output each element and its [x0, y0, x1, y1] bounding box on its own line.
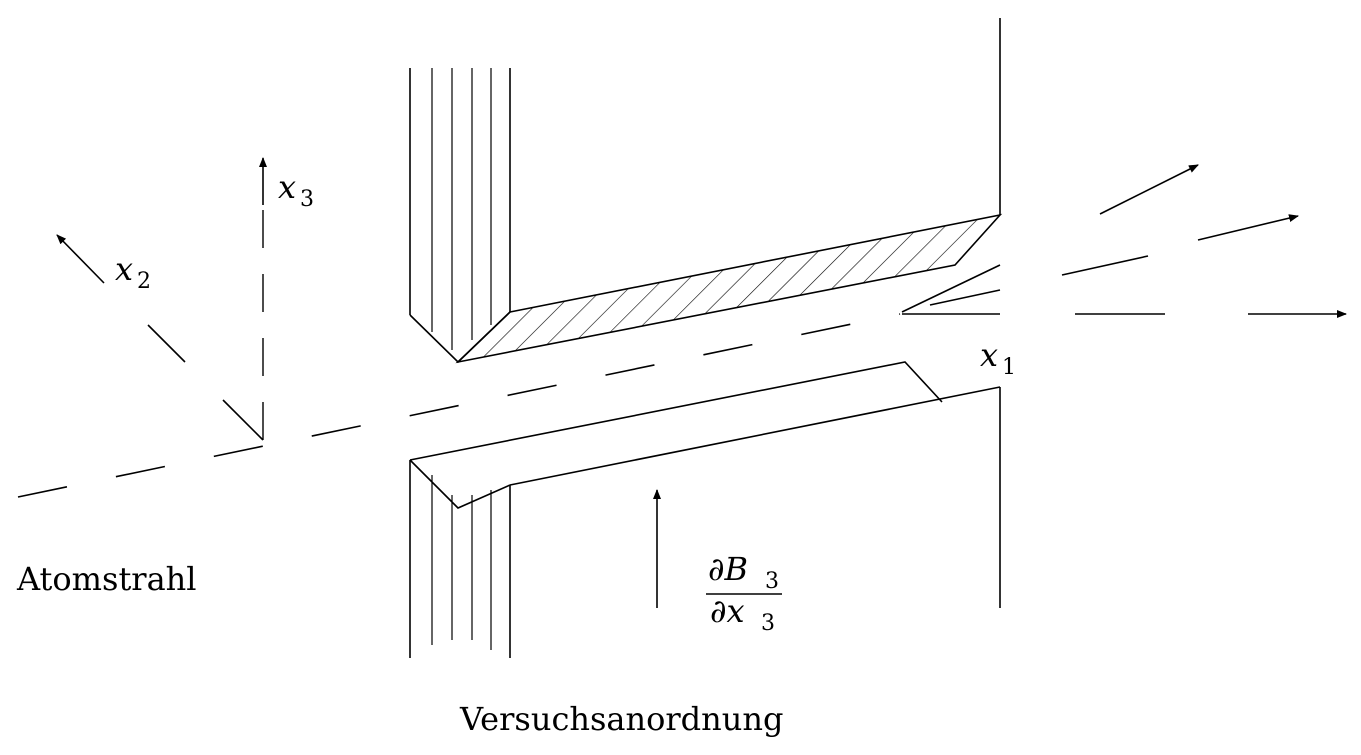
svg-text:2: 2 [137, 269, 151, 294]
x2-axis-segment-2 [147, 324, 186, 363]
svg-text:x: x [278, 168, 296, 206]
svg-text:3: 3 [765, 569, 779, 594]
svg-text:∂B: ∂B [708, 550, 748, 588]
svg-text:3: 3 [761, 611, 775, 636]
middle-beam-arrow [1197, 214, 1299, 241]
field-gradient-label: ∂B 3 ∂x 3 [706, 550, 782, 636]
svg-text:3: 3 [300, 187, 314, 212]
coordinate-axes [56, 157, 267, 441]
axis-label-x1: x 1 [980, 336, 1016, 380]
x2-axis-segment-1 [222, 399, 264, 441]
atom-beam-line [17, 313, 901, 498]
svg-text:x: x [115, 250, 133, 288]
svg-text:∂x: ∂x [710, 592, 745, 630]
svg-text:1: 1 [1002, 355, 1016, 380]
svg-text:x: x [980, 336, 998, 374]
x2-axis-arrow [56, 234, 105, 284]
axis-label-x3: x 3 [278, 168, 314, 212]
axis-label-x2: x 2 [115, 250, 151, 294]
upper-beam-arrow [1099, 164, 1199, 215]
lower-magnet-pole [409, 361, 1001, 658]
setup-caption: Versuchsanordnung [459, 700, 783, 738]
upper-magnet-pole [409, 18, 1003, 364]
beam-label: Atomstrahl [16, 560, 197, 598]
hatched-pole-face [455, 213, 1003, 364]
deflected-beams [901, 164, 1347, 318]
